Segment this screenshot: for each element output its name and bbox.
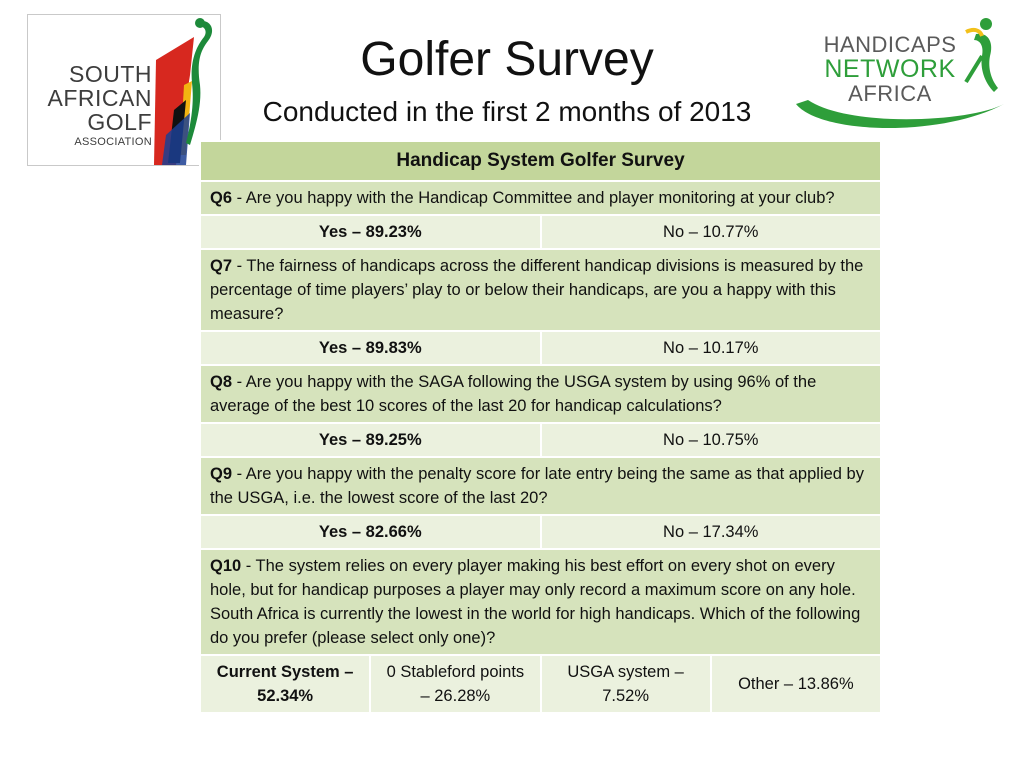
saga-logo-line: AFRICAN	[47, 85, 152, 111]
answer-stableford: 0 Stableford points – 26.28%	[369, 654, 542, 714]
answer-row: Yes – 89.25% No – 10.75%	[199, 422, 882, 458]
question-text: - Are you happy with the Handicap Commit…	[232, 189, 835, 207]
question-row: Q6 - Are you happy with the Handicap Com…	[199, 180, 882, 216]
answer-row: Current System – 52.34% 0 Stableford poi…	[198, 654, 883, 714]
question-text: - The system relies on every player maki…	[210, 557, 861, 647]
question-number: Q7	[210, 257, 233, 275]
saga-logo-text: SOUTH AFRICAN GOLF ASSOCIATION	[34, 63, 152, 148]
page-subtitle: Conducted in the first 2 months of 2013	[262, 96, 752, 127]
question-number: Q6	[210, 189, 233, 207]
answer-yes: Yes – 89.25%	[199, 422, 542, 458]
answer-yes: Yes – 89.23%	[199, 214, 542, 250]
hna-logo-text: HANDICAPS NETWORK AFRICA	[820, 34, 960, 105]
survey-table: Handicap System Golfer Survey Q6 - Are y…	[198, 140, 883, 714]
question-cell: Q7 - The fairness of handicaps across th…	[199, 248, 882, 332]
answer-row: Yes – 89.23% No – 10.77%	[199, 214, 882, 250]
question-text: - The fairness of handicaps across the d…	[210, 257, 864, 323]
question-cell: Q10 - The system relies on every player …	[199, 548, 882, 656]
question-number: Q8	[210, 373, 233, 391]
answer-other: Other – 13.86%	[709, 654, 883, 714]
question-cell: Q6 - Are you happy with the Handicap Com…	[199, 180, 882, 216]
question-row: Q10 - The system relies on every player …	[199, 548, 882, 656]
answer-no: No – 10.77%	[539, 214, 882, 250]
question-cell: Q8 - Are you happy with the SAGA followi…	[199, 364, 882, 424]
question-number: Q9	[210, 465, 233, 483]
answer-row: Yes – 89.83% No – 10.17%	[199, 330, 882, 366]
saga-golfer-icon	[154, 18, 213, 165]
answer-no: No – 10.75%	[539, 422, 882, 458]
hna-logo: HANDICAPS NETWORK AFRICA	[790, 12, 1016, 137]
question-row: Q9 - Are you happy with the penalty scor…	[199, 456, 882, 516]
question-number: Q10	[210, 557, 242, 575]
hna-logo-line: HANDICAPS	[823, 32, 957, 57]
question-row: Q7 - The fairness of handicaps across th…	[199, 248, 882, 332]
saga-logo-line: SOUTH	[69, 61, 152, 87]
saga-logo-line: GOLF	[87, 109, 152, 135]
saga-logo: SOUTH AFRICAN GOLF ASSOCIATION	[27, 14, 221, 166]
hna-logo-line: NETWORK	[824, 55, 956, 83]
page-title: Golfer Survey	[360, 33, 654, 86]
answer-current-system: Current System – 52.34%	[198, 654, 372, 714]
question-row: Q8 - Are you happy with the SAGA followi…	[199, 364, 882, 424]
question-text: - Are you happy with the SAGA following …	[210, 373, 817, 415]
question-cell: Q9 - Are you happy with the penalty scor…	[199, 456, 882, 516]
saga-logo-line: ASSOCIATION	[74, 136, 152, 148]
answer-row: Yes – 82.66% No – 17.34%	[199, 514, 882, 550]
answer-usga-system: USGA system – 7.52%	[539, 654, 712, 714]
answer-no: No – 17.34%	[539, 514, 882, 550]
hna-swoosh-icon	[796, 18, 1004, 129]
answer-yes: Yes – 89.83%	[199, 330, 542, 366]
table-header-row: Handicap System Golfer Survey	[199, 140, 882, 182]
question-text: - Are you happy with the penalty score f…	[210, 465, 864, 507]
table-header: Handicap System Golfer Survey	[199, 140, 882, 182]
answer-no: No – 10.17%	[539, 330, 882, 366]
answer-yes: Yes – 82.66%	[199, 514, 542, 550]
hna-logo-line: AFRICA	[848, 81, 932, 106]
